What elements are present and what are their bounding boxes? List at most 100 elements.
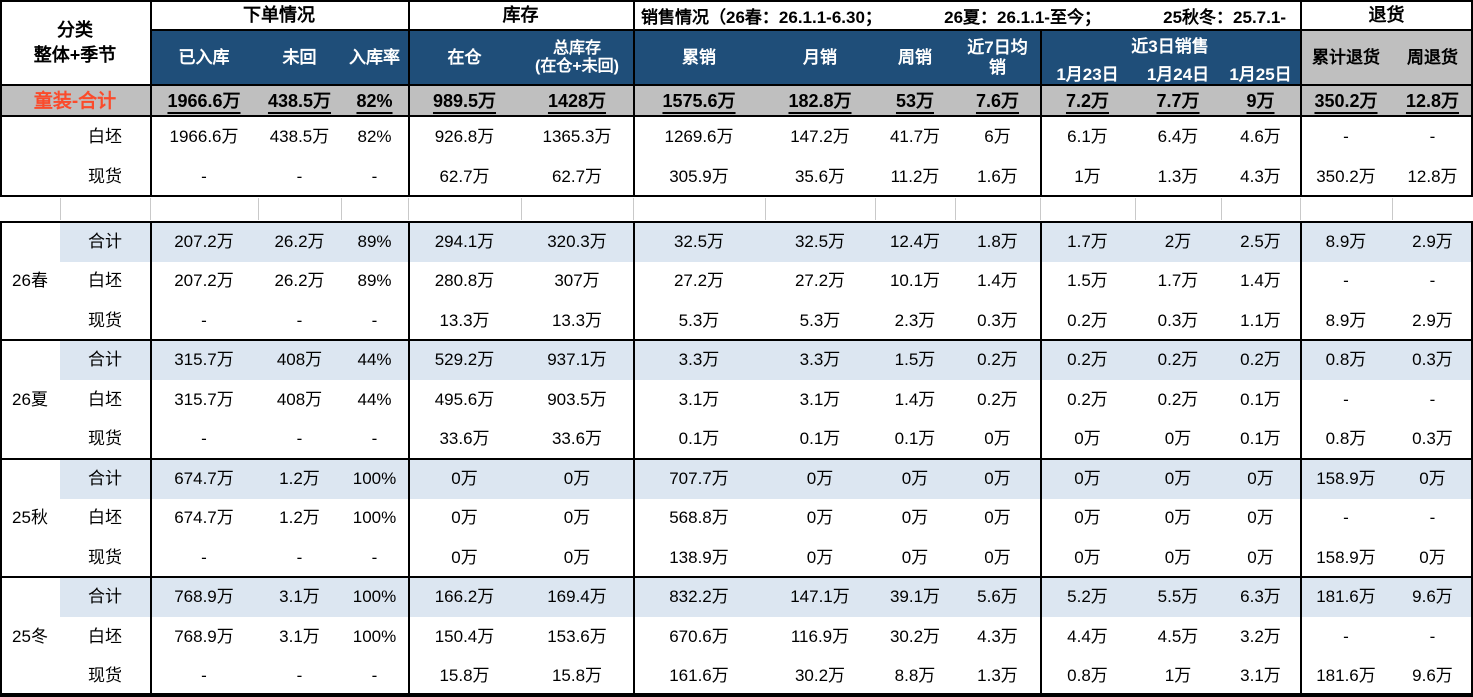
- data-cell[interactable]: -: [1343, 271, 1349, 291]
- row-label[interactable]: 合计: [88, 468, 122, 488]
- data-cell[interactable]: 5.2万: [1067, 587, 1108, 607]
- data-cell[interactable]: 0万: [1074, 429, 1101, 449]
- data-cell[interactable]: 26.2万: [274, 231, 325, 251]
- data-cell[interactable]: -: [1343, 127, 1349, 147]
- data-cell[interactable]: 0.2万: [1157, 389, 1199, 409]
- data-cell[interactable]: 13.3万: [551, 310, 603, 330]
- data-cell[interactable]: 158.9万: [1316, 468, 1376, 488]
- header-col-received[interactable]: 已入库: [150, 30, 258, 86]
- total-row-cell[interactable]: 82%: [356, 91, 393, 112]
- total-row-cell[interactable]: 7.6万: [975, 91, 1020, 112]
- data-cell[interactable]: 674.7万: [174, 468, 234, 488]
- data-cell[interactable]: 0.1万: [1240, 389, 1281, 409]
- data-cell[interactable]: 169.4万: [547, 587, 607, 607]
- data-cell[interactable]: 33.6万: [551, 429, 603, 449]
- data-cell[interactable]: 1.1万: [1240, 310, 1281, 330]
- data-cell[interactable]: 4.5万: [1157, 626, 1199, 646]
- data-cell[interactable]: 0万: [1419, 547, 1446, 567]
- data-cell[interactable]: 307万: [554, 271, 600, 291]
- row-label[interactable]: 白坯: [88, 271, 122, 291]
- data-cell[interactable]: 207.2万: [174, 271, 234, 291]
- data-cell[interactable]: -: [201, 666, 207, 686]
- total-row-cell[interactable]: 989.5万: [432, 91, 497, 112]
- data-cell[interactable]: 0.2万: [1240, 350, 1281, 370]
- season-label[interactable]: 25秋: [12, 508, 48, 528]
- data-cell[interactable]: 408万: [276, 350, 323, 370]
- data-cell[interactable]: -: [1429, 127, 1436, 147]
- data-cell[interactable]: 181.6万: [1316, 587, 1376, 607]
- header-col-weekly-returns[interactable]: 周退货: [1392, 30, 1473, 86]
- row-label[interactable]: 合计: [88, 587, 122, 607]
- data-cell[interactable]: 62.7万: [439, 167, 490, 187]
- header-col-7day-avg[interactable]: 近7日均 销: [955, 30, 1040, 86]
- data-cell[interactable]: 4.6万: [1240, 127, 1281, 147]
- header-col-receipt-rate[interactable]: 入库率: [341, 30, 408, 86]
- data-cell[interactable]: -: [371, 167, 378, 187]
- data-cell[interactable]: 6万: [984, 127, 1011, 147]
- header-order-section[interactable]: 下单情况: [150, 0, 408, 30]
- data-cell[interactable]: 2.5万: [1240, 231, 1281, 251]
- data-cell[interactable]: -: [1343, 626, 1349, 646]
- data-cell[interactable]: -: [296, 310, 303, 330]
- data-cell[interactable]: 44%: [357, 350, 392, 370]
- header-date-jan23[interactable]: 1月23日: [1056, 64, 1119, 84]
- total-row-cell[interactable]: 7.7万: [1156, 91, 1200, 112]
- data-cell[interactable]: 1.5万: [1067, 271, 1108, 291]
- total-row-cell[interactable]: 438.5万: [267, 91, 332, 112]
- data-cell[interactable]: 12.8万: [1407, 167, 1458, 187]
- data-cell[interactable]: 27.2万: [794, 271, 846, 291]
- data-cell[interactable]: 9.6万: [1412, 666, 1453, 686]
- data-cell[interactable]: 903.5万: [547, 389, 607, 409]
- data-cell[interactable]: 3.1万: [678, 389, 720, 409]
- total-row-cell[interactable]: 350.2万: [1314, 91, 1378, 112]
- data-cell[interactable]: 33.6万: [439, 429, 490, 449]
- header-category[interactable]: 分类 整体+季节: [0, 0, 150, 86]
- data-cell[interactable]: 0万: [563, 508, 591, 528]
- header-col-total-inventory[interactable]: 总库存 (在仓+未回): [521, 30, 633, 86]
- data-cell[interactable]: 1966.6万: [169, 127, 239, 147]
- data-cell[interactable]: 158.9万: [1316, 547, 1376, 567]
- data-cell[interactable]: 30.2万: [889, 626, 941, 646]
- data-cell[interactable]: 0万: [901, 508, 929, 528]
- data-cell[interactable]: 5.3万: [799, 310, 841, 330]
- data-cell[interactable]: 0.8万: [1067, 666, 1108, 686]
- data-cell[interactable]: 100%: [352, 587, 397, 607]
- header-returns-section[interactable]: 退货: [1300, 0, 1473, 30]
- data-cell[interactable]: 161.6万: [669, 666, 729, 686]
- season-label[interactable]: 25冬: [12, 626, 48, 646]
- data-cell[interactable]: 408万: [276, 389, 323, 409]
- total-row-cell[interactable]: 1428万: [547, 91, 607, 112]
- data-cell[interactable]: -: [296, 167, 303, 187]
- header-col-monthly-sales[interactable]: 月销: [765, 30, 875, 86]
- data-cell[interactable]: -: [296, 547, 303, 567]
- data-cell[interactable]: 3.2万: [1240, 626, 1281, 646]
- data-cell[interactable]: 294.1万: [434, 231, 495, 251]
- data-cell[interactable]: 1万: [1074, 167, 1101, 187]
- data-cell[interactable]: 0万: [901, 468, 929, 488]
- row-label[interactable]: 现货: [88, 310, 122, 330]
- data-cell[interactable]: 41.7万: [889, 127, 941, 147]
- row-label[interactable]: 现货: [88, 167, 122, 187]
- data-cell[interactable]: 0万: [563, 468, 591, 488]
- data-cell[interactable]: 320.3万: [547, 231, 607, 251]
- data-cell[interactable]: 2.9万: [1412, 231, 1453, 251]
- data-cell[interactable]: 10.1万: [889, 271, 941, 291]
- data-cell[interactable]: 0万: [1074, 468, 1101, 488]
- data-cell[interactable]: 0.1万: [894, 429, 936, 449]
- data-cell[interactable]: 0万: [984, 547, 1011, 567]
- data-cell[interactable]: 2万: [1164, 231, 1192, 251]
- row-label[interactable]: 白坯: [88, 389, 122, 409]
- data-cell[interactable]: 315.7万: [174, 389, 234, 409]
- row-label[interactable]: 合计: [88, 231, 122, 251]
- total-row-cell[interactable]: 1575.6万: [662, 91, 736, 112]
- data-cell[interactable]: 305.9万: [669, 167, 729, 187]
- header-recent3-block[interactable]: 近3日销售 1月23日 1月24日 1月25日: [1040, 30, 1300, 86]
- data-cell[interactable]: 150.4万: [434, 626, 495, 646]
- data-cell[interactable]: 6.1万: [1067, 127, 1108, 147]
- data-cell[interactable]: 100%: [352, 508, 397, 528]
- data-cell[interactable]: 707.7万: [669, 468, 729, 488]
- data-cell[interactable]: 44%: [357, 389, 392, 409]
- data-cell[interactable]: 0万: [806, 468, 834, 488]
- data-cell[interactable]: 0万: [1247, 468, 1274, 488]
- data-cell[interactable]: -: [1343, 389, 1349, 409]
